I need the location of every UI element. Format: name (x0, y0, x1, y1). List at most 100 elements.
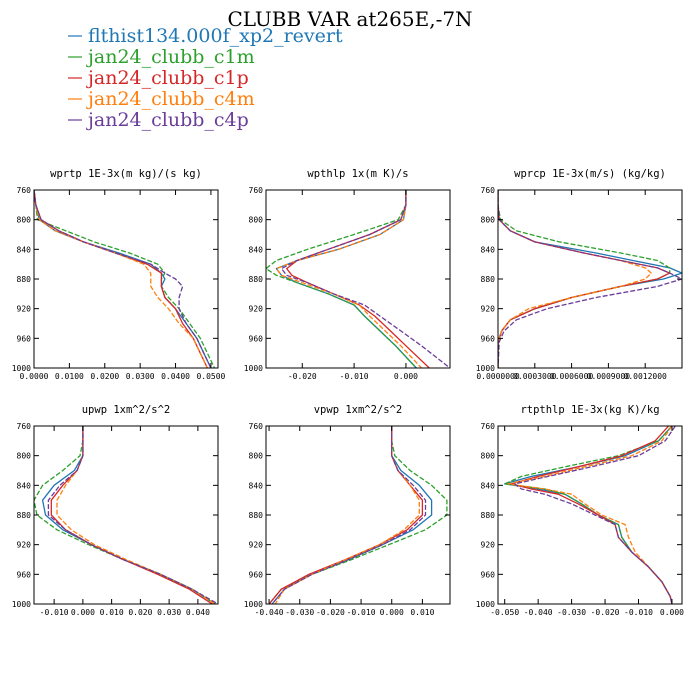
series-line (510, 426, 673, 604)
x-tick-label: -0.010 (624, 608, 653, 617)
y-tick-label: 960 (17, 570, 32, 579)
y-tick-label: 840 (481, 245, 496, 254)
series-line (34, 426, 216, 604)
x-tick-label: 0.010 (410, 608, 434, 617)
panel-title: wprtp 1E-3x(m kg)/(s kg) (50, 168, 202, 180)
y-tick-label: 800 (17, 216, 32, 225)
y-tick-label: 920 (17, 305, 32, 314)
x-tick-label: 0.0009000 (587, 372, 631, 381)
series-line (280, 190, 450, 368)
x-tick-label: 0.000 (380, 608, 404, 617)
y-tick-label: 760 (17, 422, 32, 431)
series-line (41, 426, 216, 604)
y-tick-label: 1000 (12, 364, 31, 373)
x-tick-label: 0.0500 (196, 372, 225, 381)
series-line (268, 426, 448, 604)
series-line (34, 190, 216, 368)
panel-title: wpthlp 1x(m K)/s (307, 168, 408, 180)
x-tick-label: -0.010 (340, 372, 369, 381)
y-tick-label: 1000 (244, 600, 263, 609)
panel-title: wprcp 1E-3x(m/s) (kg/kg) (514, 168, 666, 180)
series-line (286, 190, 430, 368)
y-tick-label: 800 (481, 452, 496, 461)
series-line (504, 426, 673, 604)
y-tick-label: 880 (481, 511, 496, 520)
x-tick-label: 0.0000 (20, 372, 49, 381)
series-line (266, 190, 417, 368)
x-tick-label: 0.010 (100, 608, 124, 617)
y-tick-label: 1000 (12, 600, 31, 609)
y-tick-label: 960 (17, 334, 32, 343)
y-tick-label: 1000 (244, 364, 263, 373)
x-tick-label: 0.040 (186, 608, 210, 617)
series-line (34, 190, 208, 368)
panel-0: wprtp 1E-3x(m kg)/(s kg) 760 800 840 880 920 9… (12, 168, 226, 381)
y-tick-label: 840 (17, 245, 32, 254)
series-line (34, 190, 212, 368)
x-tick-label: -0.050 (490, 608, 519, 617)
plot-frame (33, 425, 219, 605)
series-line (50, 426, 213, 604)
y-tick-label: 760 (481, 186, 496, 195)
x-tick-label: -0.040 (524, 608, 553, 617)
series-line (514, 426, 676, 604)
panel-1: wpthlp 1x(m K)/s 760 800 840 880 920 960 1000 -0… (244, 168, 451, 381)
x-tick-label: 0.0012000 (624, 372, 668, 381)
series-line (498, 190, 652, 368)
x-tick-label: 0.0100 (55, 372, 84, 381)
y-tick-label: 920 (249, 541, 264, 550)
panel-4: vpwp 1xm^2/s^27608008408809209601000-0.0… (244, 404, 451, 617)
y-tick-label: 960 (481, 334, 496, 343)
y-tick-label: 840 (249, 245, 264, 254)
legend-entry: jan24_clubb_c1m (86, 46, 255, 68)
panel-5: rtpthlp 1E-3x(kg K)/kg 760 800 840 880 920 960… (476, 404, 684, 617)
panel-2: wprcp 1E-3x(m/s) (kg/kg) 760 800 840 880 920 9… (476, 168, 683, 381)
x-tick-label: 0.0400 (161, 372, 190, 381)
y-tick-label: 880 (249, 275, 264, 284)
panel-title: vpwp 1xm^2/s^2 (314, 404, 403, 416)
series-line (274, 426, 420, 604)
legend: flthist134.000f_xp2_revertjan24_clubb_c1… (68, 25, 343, 131)
y-tick-label: 800 (249, 452, 264, 461)
y-tick-label: 1000 (476, 600, 495, 609)
series-line (271, 426, 427, 604)
y-tick-label: 960 (481, 570, 496, 579)
x-tick-label: -0.020 (316, 608, 345, 617)
series-line (507, 426, 673, 604)
x-tick-label: 0.0300 (126, 372, 155, 381)
panel-grid: wprtp 1E-3x(m kg)/(s kg) 760 800 840 880 920 9… (12, 168, 684, 617)
y-tick-label: 920 (481, 541, 496, 550)
x-tick-label: -0.010 (40, 608, 69, 617)
y-tick-label: 760 (249, 186, 264, 195)
y-tick-label: 800 (249, 216, 264, 225)
x-tick-label: -0.010 (347, 608, 376, 617)
y-tick-label: 920 (17, 541, 32, 550)
x-tick-label: 0.0006000 (550, 372, 594, 381)
y-tick-label: 840 (17, 481, 32, 490)
series-line (34, 190, 212, 368)
y-tick-label: 1000 (476, 364, 495, 373)
series-line (498, 190, 682, 368)
series-line (268, 426, 424, 604)
y-tick-label: 880 (17, 511, 32, 520)
y-tick-label: 840 (481, 481, 496, 490)
y-tick-label: 880 (249, 511, 264, 520)
y-tick-label: 960 (249, 334, 264, 343)
legend-entry: jan24_clubb_c1p (86, 67, 249, 89)
series-line (271, 426, 433, 604)
series-line (34, 190, 208, 368)
x-tick-label: -0.030 (285, 608, 314, 617)
y-tick-label: 800 (481, 216, 496, 225)
legend-entry: jan24_clubb_c4m (86, 88, 255, 110)
y-tick-label: 760 (17, 186, 32, 195)
x-tick-label: 0.0003000 (513, 372, 557, 381)
x-tick-label: 0.000 (71, 608, 95, 617)
y-tick-label: 920 (249, 305, 264, 314)
series-line (47, 426, 218, 604)
x-tick-label: 0.000 (660, 608, 684, 617)
x-tick-label: 0.030 (157, 608, 181, 617)
y-tick-label: 760 (481, 422, 496, 431)
x-tick-label: -0.030 (557, 608, 586, 617)
series-line (275, 190, 422, 368)
y-tick-label: 960 (249, 570, 264, 579)
